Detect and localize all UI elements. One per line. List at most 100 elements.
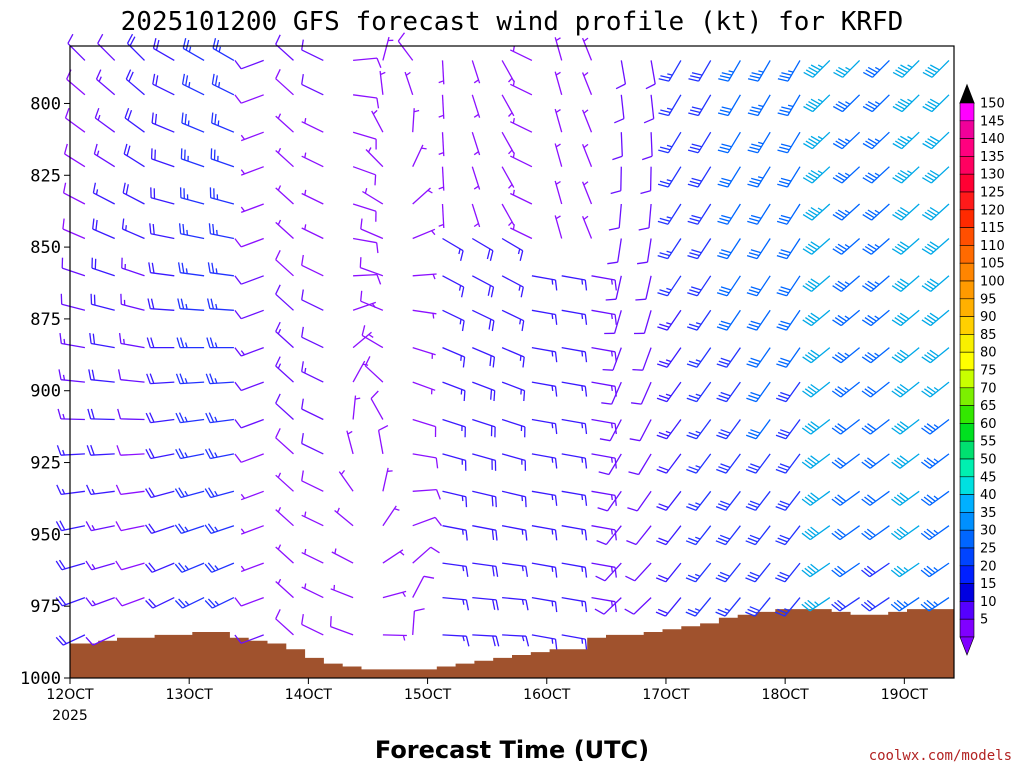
wind-barb	[686, 453, 712, 474]
wind-barb	[717, 203, 741, 225]
wind-barb	[656, 347, 682, 368]
barb-half-flag	[240, 565, 246, 571]
barb-shaft	[123, 153, 145, 168]
wind-barb	[561, 453, 588, 469]
barb-half-flag	[336, 507, 340, 513]
barb-shaft	[899, 418, 920, 435]
barb-flag	[834, 601, 844, 610]
barb-flag	[779, 146, 790, 151]
barb-half-flag	[665, 430, 672, 434]
barb-flag	[657, 183, 669, 188]
barb-flag	[900, 135, 910, 143]
y-tick-label: 875	[30, 310, 61, 330]
barb-half-flag	[473, 222, 479, 228]
barb-flag	[691, 72, 703, 76]
barb-half-flag	[304, 583, 307, 589]
wind-barb	[359, 257, 384, 277]
barb-shaft	[61, 490, 85, 496]
wind-barb	[685, 597, 712, 617]
barb-flag	[329, 616, 332, 627]
barb-flag	[805, 140, 816, 147]
barb-shaft	[726, 238, 741, 259]
barb-flag	[805, 174, 816, 182]
wind-barb	[123, 143, 145, 168]
barb-shaft	[61, 303, 86, 311]
barb-half-flag	[95, 189, 99, 195]
colorbar-label: 95	[980, 292, 997, 307]
barb-shaft	[811, 166, 831, 184]
barb-flag	[750, 391, 761, 397]
barb-flag	[635, 298, 646, 301]
barb-half-flag	[508, 184, 513, 189]
barb-flag	[185, 75, 189, 86]
barb-half-flag	[216, 229, 218, 236]
wind-barb	[861, 490, 890, 506]
barb-flag	[747, 537, 758, 543]
wind-barb	[655, 562, 682, 583]
barb-shaft	[871, 203, 890, 221]
wind-barb	[120, 293, 145, 311]
barb-shaft	[90, 342, 115, 349]
barb-shaft	[240, 59, 264, 70]
barb-shaft	[561, 596, 586, 603]
wind-barb	[591, 418, 617, 435]
barb-flag	[745, 540, 756, 546]
wind-barb	[117, 408, 145, 421]
barb-flag	[831, 427, 841, 435]
barb-half-flag	[874, 66, 881, 71]
barb-half-flag	[91, 600, 97, 606]
barb-half-flag	[277, 328, 282, 335]
barb-half-flag	[432, 274, 436, 280]
barb-shaft	[501, 418, 526, 428]
wind-barb	[774, 597, 801, 617]
wind-barb	[275, 321, 294, 349]
wind-barb	[471, 60, 481, 84]
barb-shaft	[725, 419, 741, 440]
barb-flag	[808, 101, 819, 108]
barb-shaft	[531, 453, 556, 459]
barb-flag	[864, 211, 875, 219]
barb-shaft	[554, 71, 563, 95]
barb-flag	[376, 97, 380, 109]
barb-shaft	[472, 418, 496, 428]
colorbar-swatch	[959, 601, 975, 620]
wind-barb	[687, 238, 712, 260]
barb-half-flag	[555, 71, 561, 76]
barb-half-flag	[240, 134, 246, 140]
barb-shaft	[120, 453, 145, 456]
barb-half-flag	[933, 529, 939, 535]
wind-barb	[602, 347, 622, 371]
barb-flag	[95, 219, 98, 231]
wind-barb	[531, 596, 558, 613]
credit-link[interactable]: coolwx.com/models	[869, 748, 1012, 764]
barb-flag	[175, 373, 181, 384]
wind-barb	[921, 347, 950, 364]
barb-flag	[721, 143, 732, 148]
wind-barb	[275, 507, 294, 527]
barb-flag	[810, 207, 821, 214]
barb-shaft	[441, 94, 445, 119]
barb-shaft	[240, 562, 264, 573]
barb-flag	[715, 611, 726, 617]
wind-barb	[412, 346, 436, 359]
barb-shaft	[502, 596, 527, 601]
barb-shaft	[810, 490, 831, 506]
wind-barb	[833, 59, 861, 78]
barb-shaft	[151, 562, 175, 573]
barb-flag	[894, 459, 904, 467]
barb-shaft	[301, 49, 324, 61]
barb-shaft	[931, 131, 950, 150]
barb-flag	[721, 214, 732, 219]
barb-flag	[747, 112, 759, 117]
barb-shaft	[346, 430, 354, 455]
barb-half-flag	[380, 71, 386, 76]
barb-half-flag	[462, 635, 465, 642]
barb-half-flag	[551, 494, 554, 501]
wind-barb	[802, 347, 831, 364]
wind-barb	[55, 559, 86, 571]
barb-shaft	[441, 60, 445, 85]
barb-shaft	[301, 623, 324, 636]
barb-flag	[867, 209, 878, 216]
barb-shaft	[442, 634, 467, 637]
barb-flag	[658, 112, 669, 117]
